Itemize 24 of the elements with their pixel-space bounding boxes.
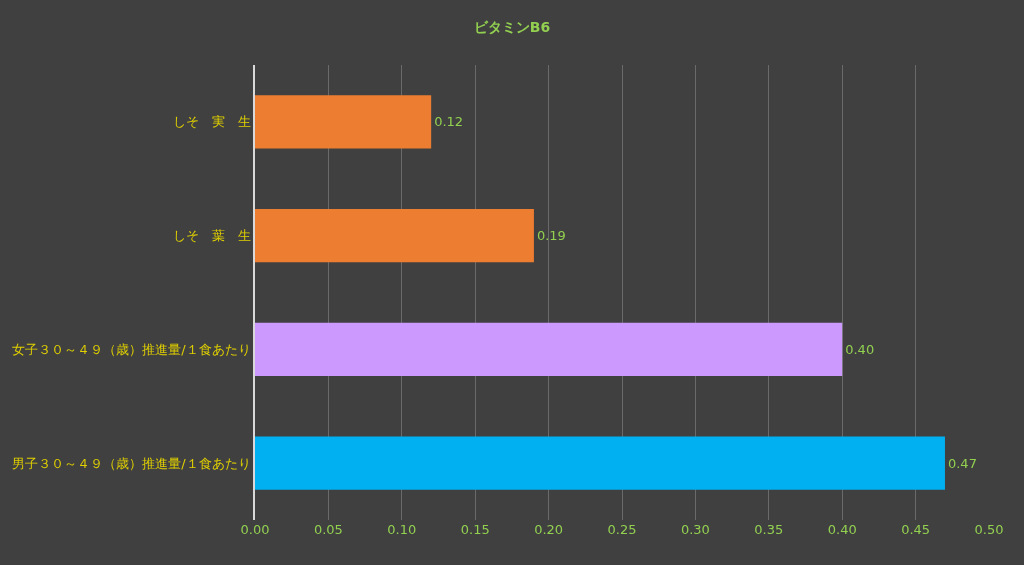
data-label: 0.19 [536,228,566,244]
x-tick-label: 0.50 [974,522,1004,537]
x-tick-label: 0.30 [680,522,710,537]
x-tick-label: 0.10 [387,522,417,537]
y-tick-label: 男子３０～４９（歳）推進量/１食あたり [12,455,251,471]
bar [255,208,534,263]
data-label: 0.12 [434,114,464,130]
bar [255,436,945,490]
x-tick-label: 0.05 [313,522,343,537]
x-tick-label: 0.00 [240,522,270,537]
bar [255,322,843,377]
y-tick-label: 女子３０～４９（歳）推進量/１食あたり [12,341,251,357]
data-label: 0.47 [947,455,977,471]
y-tick-label: しそ 実 生 [172,114,251,130]
x-tick-label: 0.45 [901,522,931,537]
bar [255,95,432,149]
x-tick-label: 0.40 [827,522,857,537]
data-label: 0.40 [845,341,875,357]
y-tick-label: しそ 葉 生 [172,228,251,244]
chart-title: ビタミンB6 [473,19,551,36]
x-tick-label: 0.35 [754,522,784,537]
x-tick-label: 0.25 [607,522,637,537]
x-tick-label: 0.20 [534,522,564,537]
x-tick-label: 0.15 [460,522,490,537]
